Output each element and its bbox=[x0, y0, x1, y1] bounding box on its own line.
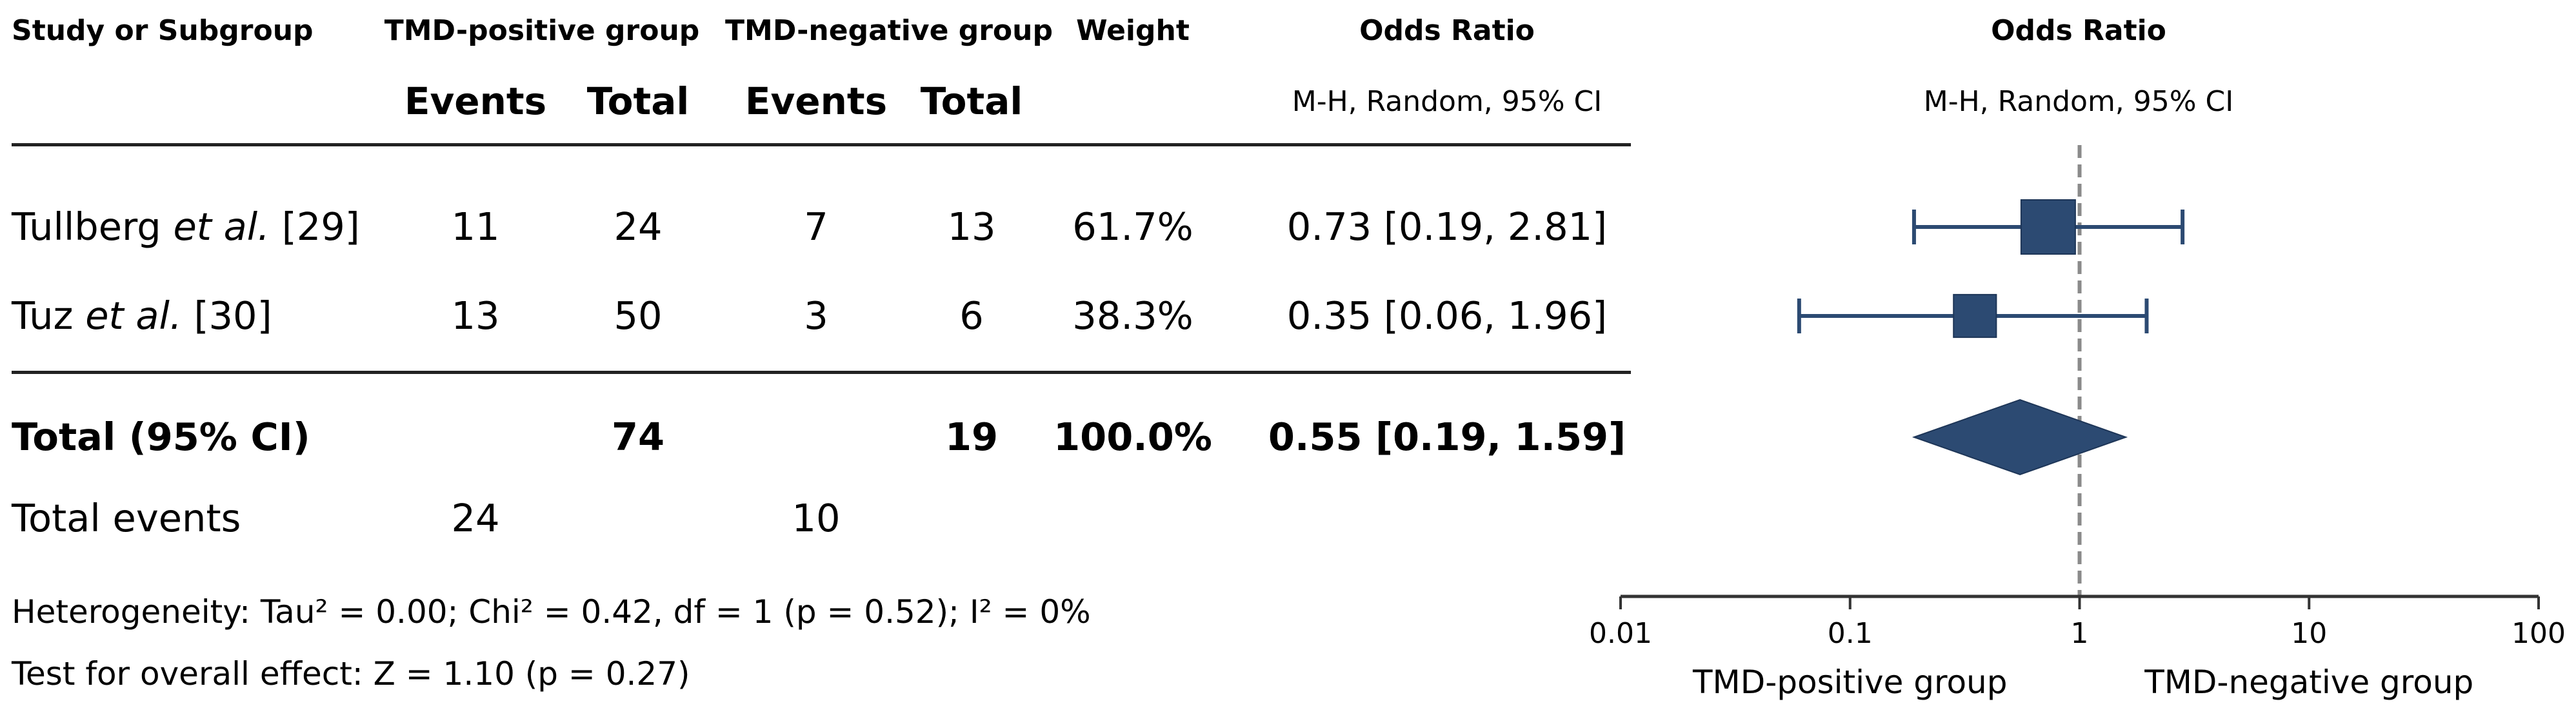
study-name-row-1: Tullberg et al. [29] bbox=[12, 208, 360, 246]
study-etal: et al. bbox=[85, 293, 182, 338]
events1-row-2: 13 bbox=[451, 293, 500, 338]
header-study: Study or Subgroup bbox=[12, 14, 314, 47]
x-tick-label: 0.1 bbox=[1828, 617, 1873, 650]
study-ref: [30] bbox=[194, 293, 272, 338]
or-text-row-1: 0.73 [0.19, 2.81] bbox=[1286, 204, 1608, 249]
total-weight: 100.0% bbox=[1053, 415, 1212, 459]
favours-left-label: TMD-positive group bbox=[1692, 663, 2007, 701]
total-events1: 24 bbox=[451, 496, 500, 540]
events2-row-1: 7 bbox=[804, 204, 828, 249]
total1-row-1: 24 bbox=[614, 204, 663, 249]
subheader-events1: Events bbox=[404, 79, 547, 123]
total2-pooled: 19 bbox=[944, 415, 999, 459]
pooled-diamond bbox=[1912, 398, 2128, 476]
x-tick-label: 1 bbox=[2071, 617, 2089, 650]
study-marker bbox=[2020, 199, 2076, 255]
study-name-row-2: Tuz et al. [30] bbox=[12, 297, 272, 335]
header-weight: Weight bbox=[1076, 14, 1190, 47]
total1-row-2: 50 bbox=[614, 293, 663, 338]
header-group1: TMD-positive group bbox=[384, 14, 700, 47]
subheader-total1: Total bbox=[586, 79, 690, 123]
total2-row-1: 13 bbox=[947, 204, 996, 249]
subheader-total2: Total bbox=[920, 79, 1023, 123]
total2-row-2: 6 bbox=[959, 293, 984, 338]
body-rule bbox=[12, 371, 1631, 374]
total1-pooled: 74 bbox=[611, 415, 665, 459]
x-tick-label: 0.01 bbox=[1589, 617, 1652, 650]
total-events-label: Total events bbox=[12, 496, 241, 540]
plot-subtitle: M-H, Random, 95% CI bbox=[1923, 85, 2234, 118]
overall-effect-text: Test for overall effect: Z = 1.10 (p = 0… bbox=[12, 655, 690, 692]
study-ref: [29] bbox=[281, 204, 360, 249]
x-tick-label: 10 bbox=[2291, 617, 2327, 650]
total-or-text: 0.55 [0.19, 1.59] bbox=[1268, 415, 1626, 459]
weight-row-1: 61.7% bbox=[1072, 204, 1193, 249]
favours-right-label: TMD-negative group bbox=[2144, 663, 2473, 701]
events2-row-2: 3 bbox=[804, 293, 828, 338]
header-group2: TMD-negative group bbox=[725, 14, 1053, 47]
header-rule bbox=[12, 143, 1631, 146]
study-marker bbox=[1953, 293, 1997, 339]
header-odds-ratio: Odds Ratio bbox=[1359, 14, 1535, 47]
heterogeneity-text: Heterogeneity: Tau² = 0.00; Chi² = 0.42,… bbox=[12, 593, 1091, 631]
total-events2: 10 bbox=[792, 496, 841, 540]
weight-row-2: 38.3% bbox=[1072, 293, 1193, 338]
study-author: Tuz bbox=[12, 293, 74, 338]
subheader-events2: Events bbox=[744, 79, 888, 123]
events1-row-1: 11 bbox=[451, 204, 500, 249]
or-text-row-2: 0.35 [0.06, 1.96] bbox=[1286, 293, 1608, 338]
study-etal: et al. bbox=[173, 204, 270, 249]
plot-title: Odds Ratio bbox=[1991, 14, 2166, 47]
total-label: Total (95% CI) bbox=[12, 415, 310, 459]
subheader-method: M-H, Random, 95% CI bbox=[1292, 85, 1603, 118]
study-author: Tullberg bbox=[12, 204, 161, 249]
x-tick-label: 100 bbox=[2511, 617, 2566, 650]
